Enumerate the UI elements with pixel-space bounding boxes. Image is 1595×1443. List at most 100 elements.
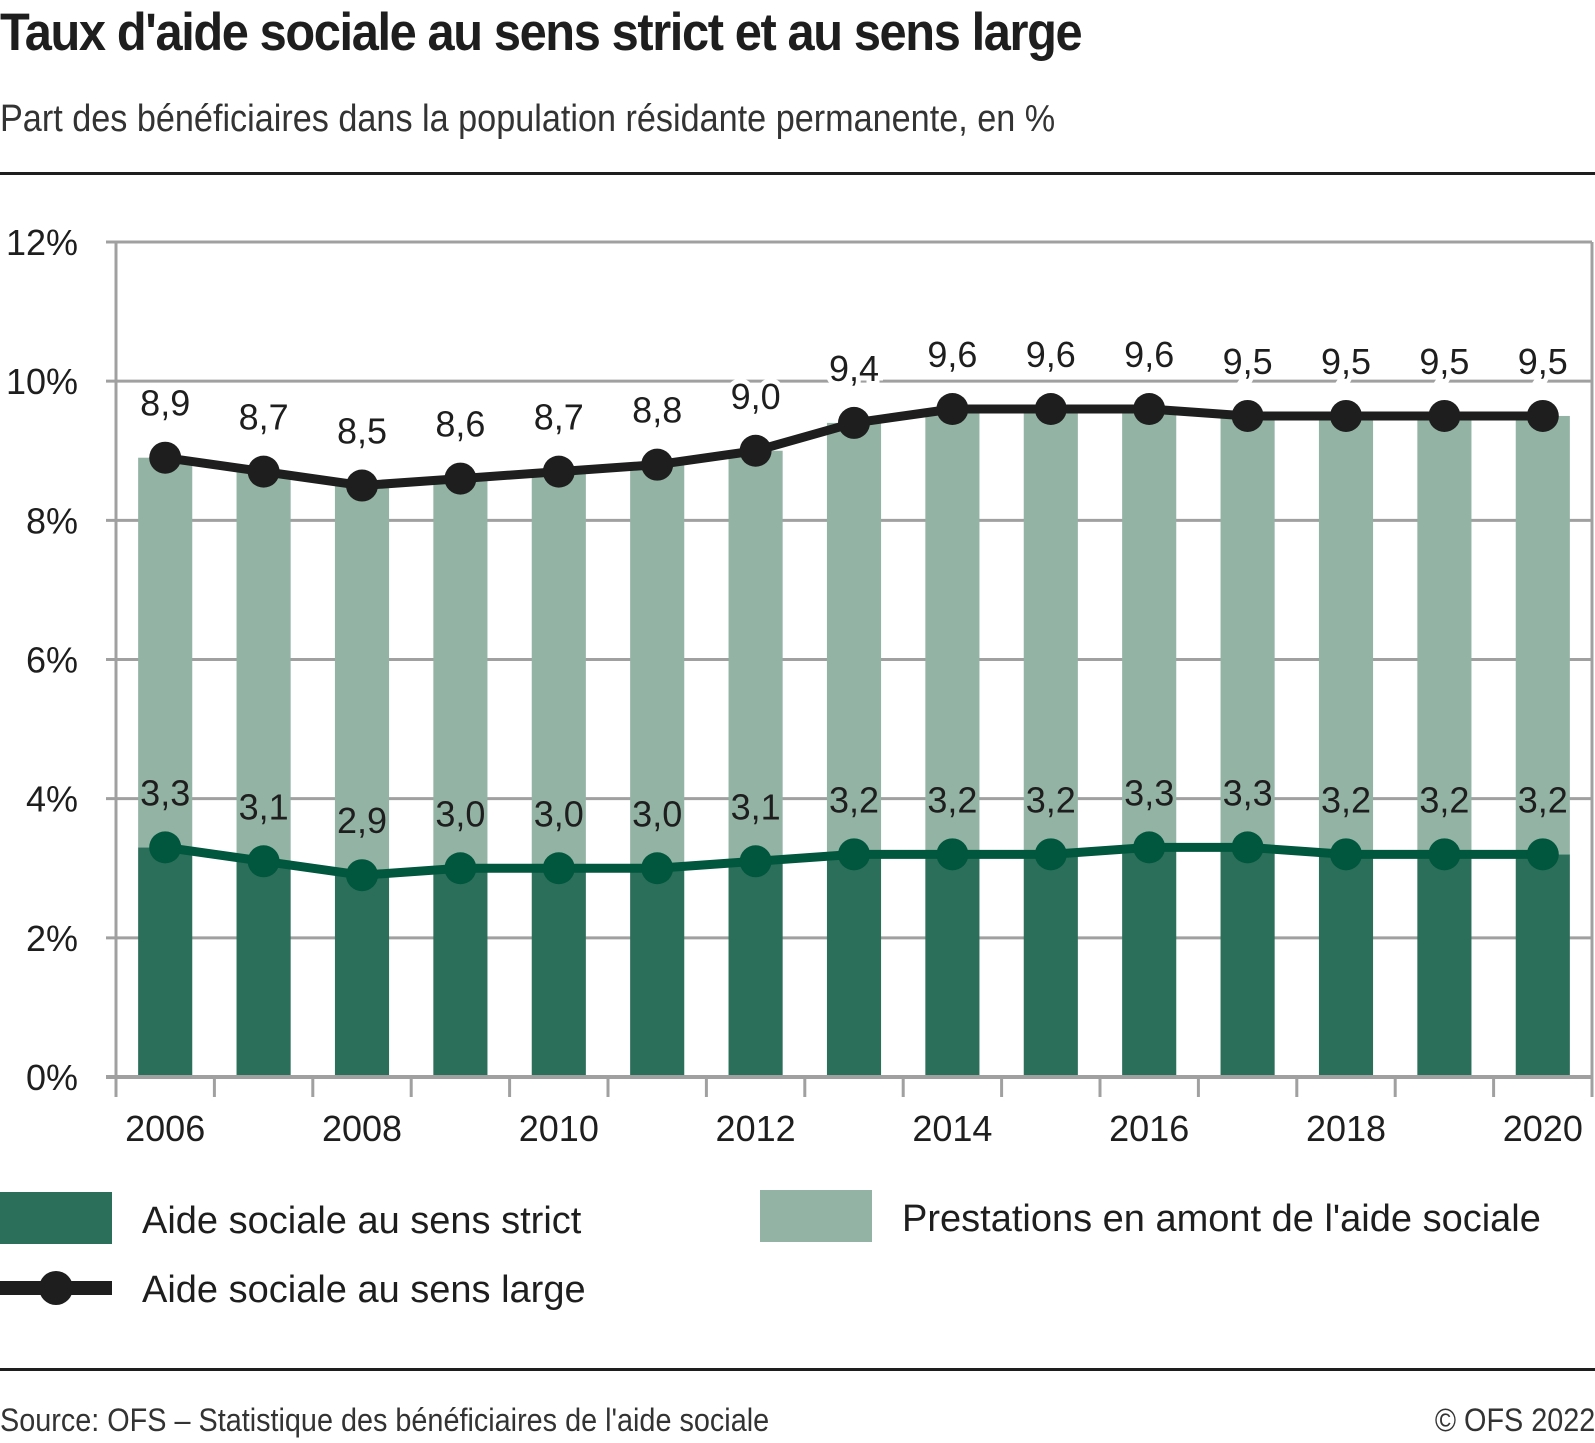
bar-strict xyxy=(925,854,980,1077)
large-value-label: 8,7 xyxy=(534,397,584,438)
bar-amont xyxy=(334,485,390,876)
large-marker xyxy=(247,455,280,488)
strict-value-label: 3,3 xyxy=(140,772,190,813)
source-note: Source: OFS – Statistique des bénéficiai… xyxy=(0,1402,770,1438)
bar-amont xyxy=(728,450,783,862)
bar-amont xyxy=(826,422,882,855)
strict-value-label: 3,2 xyxy=(1026,779,1076,820)
x-tick-label: 2016 xyxy=(1109,1108,1189,1149)
strict-marker xyxy=(1428,838,1461,871)
strict-value-label: 3,0 xyxy=(435,793,485,834)
large-value-label: 9,6 xyxy=(927,334,977,375)
strict-marker xyxy=(444,852,477,885)
bar-amont xyxy=(138,457,193,848)
bar-strict xyxy=(531,868,586,1077)
bar-amont xyxy=(433,478,488,869)
bar-strict xyxy=(236,861,291,1077)
y-tick-label: 2% xyxy=(26,918,78,959)
bar-strict xyxy=(138,847,193,1077)
legend-label-large: Aide sociale au sens large xyxy=(142,1269,586,1311)
bar-strict xyxy=(826,854,882,1077)
strict-marker xyxy=(838,838,870,871)
x-tick-label: 2010 xyxy=(519,1108,599,1149)
large-marker xyxy=(1526,399,1559,432)
legend-label-strict: Aide sociale au sens strict xyxy=(142,1200,582,1242)
strict-value-label: 3,3 xyxy=(1124,772,1174,813)
strict-marker xyxy=(542,852,575,885)
large-value-label: 9,6 xyxy=(1124,334,1174,375)
bar-strict xyxy=(433,868,488,1077)
top-divider xyxy=(0,172,1595,175)
bar-layer xyxy=(138,409,1570,1077)
x-tick-label: 2018 xyxy=(1306,1108,1386,1149)
legend-swatch-amont xyxy=(760,1190,872,1242)
bar-strict xyxy=(334,875,390,1077)
strict-marker xyxy=(346,859,378,892)
large-marker xyxy=(838,406,870,439)
large-marker xyxy=(1231,399,1264,432)
bar-strict xyxy=(1318,854,1374,1077)
strict-value-label: 3,2 xyxy=(829,779,879,820)
x-tick-label: 2008 xyxy=(322,1108,402,1149)
chart-title: Taux d'aide sociale au sens strict et au… xyxy=(0,3,1083,62)
strict-value-label: 2,9 xyxy=(337,800,387,841)
large-marker xyxy=(1428,399,1461,432)
large-value-label: 8,9 xyxy=(140,383,190,424)
strict-value-label: 3,2 xyxy=(1321,779,1371,820)
copyright: © OFS 2022 xyxy=(1434,1402,1595,1438)
bar-amont xyxy=(1318,415,1374,855)
bar-amont xyxy=(531,471,586,869)
strict-marker xyxy=(641,852,674,885)
bar-amont xyxy=(1515,415,1570,855)
bar-strict xyxy=(1220,847,1275,1077)
large-marker xyxy=(444,462,477,495)
bar-strict xyxy=(728,861,783,1077)
legend: Aide sociale au sens strict Prestations … xyxy=(0,1190,1541,1311)
strict-value-label: 3,0 xyxy=(632,793,682,834)
x-tick-label: 2014 xyxy=(912,1108,992,1149)
line-layer xyxy=(149,393,1559,892)
large-marker xyxy=(641,448,674,481)
legend-marker-large xyxy=(39,1271,73,1305)
bar-amont xyxy=(1122,409,1177,848)
strict-value-label: 3,2 xyxy=(927,779,977,820)
bar-amont xyxy=(630,464,685,869)
large-marker xyxy=(542,455,575,488)
x-tick-label: 2020 xyxy=(1503,1108,1583,1149)
bar-amont xyxy=(925,409,980,855)
strict-value-label: 3,3 xyxy=(1223,772,1273,813)
y-tick-label: 4% xyxy=(26,779,78,820)
y-tick-label: 6% xyxy=(26,640,78,681)
legend-label-amont: Prestations en amont de l'aide sociale xyxy=(902,1198,1541,1240)
strict-value-label: 3,2 xyxy=(1518,779,1568,820)
strict-value-label: 3,0 xyxy=(534,793,584,834)
bar-strict xyxy=(1515,854,1570,1077)
bar-amont xyxy=(1023,409,1078,855)
strict-marker xyxy=(1133,831,1166,864)
large-value-label: 9,5 xyxy=(1518,341,1568,382)
strict-value-label: 3,1 xyxy=(731,786,781,827)
y-tick-label: 0% xyxy=(26,1057,78,1098)
strict-marker xyxy=(247,845,280,878)
label-layer: 8,9 8,7 8,5 8,6 8,7 8,8 9,0 9,4 9,6 9,6 9,6 9,5 9,5 9… xyxy=(135,329,1573,841)
strict-marker xyxy=(1526,838,1559,871)
bar-amont xyxy=(1220,415,1275,848)
large-value-label: 9,5 xyxy=(1321,341,1371,382)
bar-strict xyxy=(1023,854,1078,1077)
large-value-label: 8,6 xyxy=(435,404,485,445)
large-value-label: 8,8 xyxy=(632,390,682,431)
strict-value-label: 3,1 xyxy=(239,786,289,827)
bar-strict xyxy=(1122,847,1177,1077)
large-marker xyxy=(1330,399,1362,432)
bar-strict xyxy=(1417,854,1472,1077)
legend-swatch-strict xyxy=(0,1192,112,1244)
large-value-label: 9,5 xyxy=(1419,341,1469,382)
large-marker xyxy=(149,441,182,474)
bar-strict xyxy=(630,868,685,1077)
large-marker xyxy=(1034,393,1067,425)
large-marker xyxy=(936,393,969,425)
bar-amont xyxy=(1417,415,1472,855)
x-tick-label: 2012 xyxy=(716,1108,796,1149)
strict-marker xyxy=(1034,838,1067,871)
